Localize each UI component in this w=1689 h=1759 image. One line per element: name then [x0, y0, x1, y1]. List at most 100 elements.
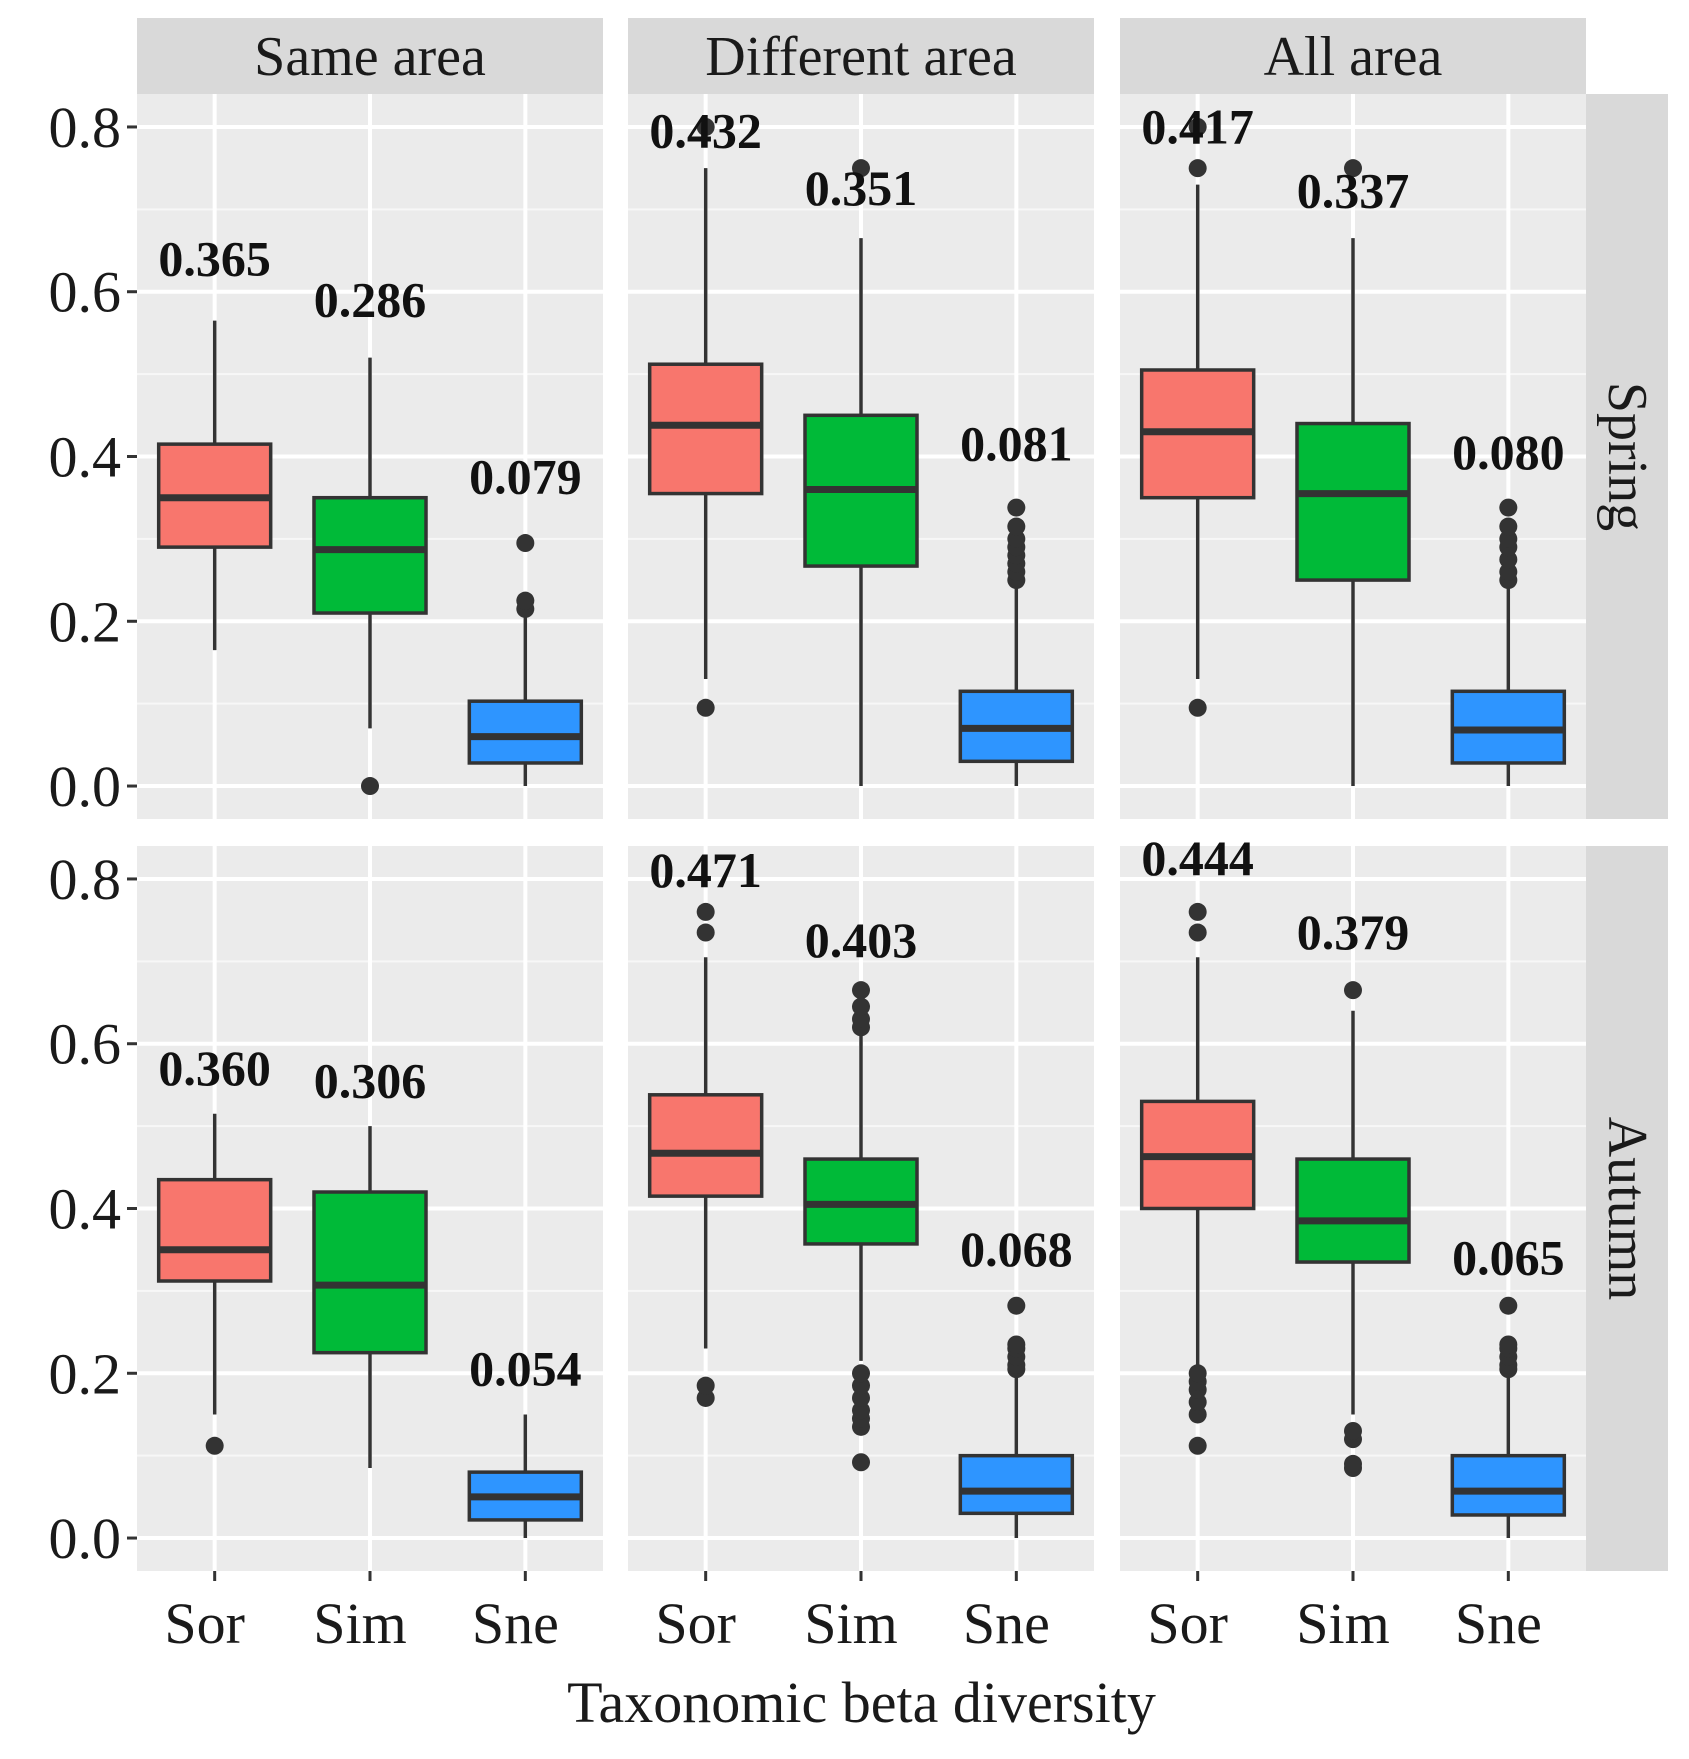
panel-spring-all-area: 0.417 0.337 0.080 — [1120, 94, 1586, 819]
outlier-point — [1344, 981, 1362, 1000]
outlier-point — [1344, 159, 1362, 178]
y-tick-label: 0.8 — [49, 95, 122, 160]
outlier-point — [696, 902, 715, 921]
mean-label: 0.068 — [960, 1221, 1073, 1277]
mean-label: 0.054 — [469, 1341, 582, 1397]
box-body — [312, 495, 428, 615]
column-strip-label: Different area — [705, 26, 1017, 88]
mean-label: 0.080 — [1452, 424, 1565, 480]
outlier-point — [1188, 117, 1207, 136]
mean-label: 0.351 — [805, 160, 918, 216]
box-sim: 0.351 — [803, 159, 919, 787]
outlier-point — [1007, 1296, 1026, 1315]
outlier-point — [1344, 1421, 1362, 1440]
box-sim: 0.403 — [803, 912, 919, 1472]
box-sne: 0.081 — [958, 416, 1075, 787]
y-tick-label: 0.6 — [49, 1012, 122, 1077]
outlier-point — [1499, 562, 1518, 581]
x-tick-label: Sne — [963, 1591, 1050, 1656]
mean-label: 0.403 — [805, 912, 918, 968]
outlier-point — [516, 591, 535, 610]
outlier-point — [1344, 1454, 1362, 1473]
outlier-point — [1007, 517, 1026, 536]
x-tick-label: Sim — [804, 1591, 898, 1656]
x-tick-label: Sor — [655, 1591, 736, 1656]
outlier-point — [852, 1010, 870, 1029]
box-sor: 0.444 — [1139, 830, 1256, 1455]
outlier-point — [1188, 923, 1207, 942]
outlier-point — [852, 1453, 870, 1472]
row-strip: Spring — [1586, 94, 1668, 819]
x-axis: Sor Sim Sne — [1147, 1571, 1542, 1656]
box-body — [156, 1177, 273, 1283]
box-sor: 0.360 — [156, 1040, 273, 1455]
column-strip: Different area — [628, 18, 1094, 94]
x-axis: Sor Sim Sne — [655, 1571, 1050, 1656]
box-sim: 0.306 — [312, 1052, 428, 1469]
box-body — [467, 699, 584, 765]
outlier-point — [1188, 902, 1207, 921]
row-strip-label: Spring — [1596, 382, 1658, 531]
x-axis: Sor Sim Sne — [164, 1571, 559, 1656]
mean-label: 0.306 — [314, 1052, 427, 1108]
outlier-point — [852, 159, 870, 178]
box-sne: 0.068 — [958, 1221, 1075, 1539]
box-body — [1295, 1157, 1411, 1264]
box-sor: 0.432 — [647, 103, 764, 717]
panel-spring-different-area: 0.432 0.351 0.081 — [628, 94, 1094, 819]
y-tick-label: 0.0 — [49, 754, 122, 819]
outlier-point — [1188, 1436, 1207, 1455]
x-tick-label: Sim — [313, 1591, 407, 1656]
outlier-point — [696, 1376, 715, 1395]
box-body — [958, 1453, 1075, 1516]
outlier-point — [852, 1388, 870, 1407]
outlier-point — [852, 1401, 870, 1420]
y-tick-label: 0.4 — [49, 1177, 122, 1242]
row-strip-label: Autumn — [1596, 1117, 1658, 1301]
column-strip: All area — [1120, 18, 1586, 94]
column-strip-label: All area — [1264, 26, 1443, 88]
mean-label: 0.471 — [649, 842, 762, 898]
mean-label: 0.417 — [1141, 98, 1254, 154]
mean-label: 0.081 — [960, 416, 1073, 472]
y-tick-label: 0.2 — [49, 1341, 122, 1406]
panel-autumn-different-area: 0.471 0.403 0.068 — [628, 842, 1094, 1571]
box-sne: 0.079 — [467, 449, 584, 787]
outlier-point — [1499, 1335, 1518, 1354]
y-tick-label: 0.2 — [49, 589, 122, 654]
box-body — [1450, 1453, 1567, 1517]
mean-label: 0.286 — [314, 271, 427, 327]
mean-label: 0.337 — [1297, 163, 1410, 219]
outlier-point — [696, 698, 715, 717]
outlier-point — [1007, 498, 1026, 517]
panel-autumn-all-area: 0.444 0.379 0.065 — [1120, 830, 1586, 1571]
outlier-point — [1499, 517, 1518, 536]
outlier-point — [696, 923, 715, 942]
mean-label: 0.360 — [158, 1040, 271, 1096]
x-tick-label: Sne — [472, 1591, 559, 1656]
box-body — [312, 1190, 428, 1355]
mean-label: 0.379 — [1297, 904, 1410, 960]
box-body — [647, 1093, 764, 1198]
box-sor: 0.365 — [156, 230, 273, 651]
column-strip-label: Same area — [254, 26, 486, 88]
box-body — [1295, 421, 1411, 582]
box-sim: 0.286 — [312, 271, 428, 796]
outlier-point — [852, 981, 870, 1000]
outlier-point — [1499, 529, 1518, 548]
box-sne: 0.080 — [1450, 424, 1567, 787]
box-body — [647, 362, 764, 496]
mean-label: 0.444 — [1141, 830, 1254, 886]
outlier-point — [1188, 698, 1207, 717]
outlier-point — [1188, 1393, 1207, 1412]
panel-spring-same-area: 0.365 0.286 0.079 — [137, 94, 603, 819]
y-tick-label: 0.6 — [49, 260, 122, 325]
strip-background — [1586, 846, 1668, 1571]
outlier-point — [696, 117, 715, 136]
mean-label: 0.432 — [649, 103, 762, 159]
y-axis: 0.0 0.2 0.4 0.6 0.8 — [49, 847, 137, 1571]
y-axis: 0.0 0.2 0.4 0.6 0.8 — [49, 95, 137, 819]
outlier-point — [1499, 1296, 1518, 1315]
outlier-point — [1007, 1335, 1026, 1354]
